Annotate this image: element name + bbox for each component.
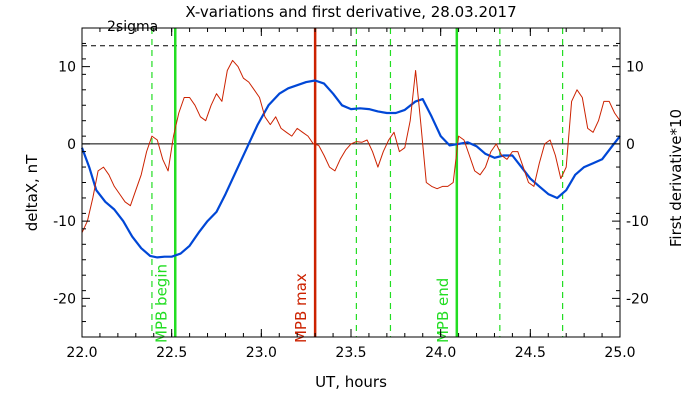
x-tick-label: 23.5 <box>335 345 366 361</box>
x-tick-label: 22.0 <box>66 345 97 361</box>
y-tick-label-right: -20 <box>626 291 649 307</box>
x-tick-label: 23.0 <box>246 345 277 361</box>
y-tick-label-left: -20 <box>53 291 76 307</box>
mpb-max-label: MPB max <box>292 273 310 343</box>
x-tick-label: 22.5 <box>156 345 187 361</box>
sigma-label: 2sigma <box>107 19 158 35</box>
x-tick-label: 25.0 <box>604 345 635 361</box>
left-axis-title: deltaX, nT <box>23 154 41 231</box>
x-tick-label: 24.5 <box>515 345 546 361</box>
x-axis-title: UT, hours <box>315 373 387 391</box>
y-tick-label-left: -10 <box>53 214 76 230</box>
deltax-series-line <box>80 79 621 259</box>
ticks-layer: 22.0 22.5 23.0 23.5 24.0 24.5 25.0 -20 -10 0 10 -20… <box>53 27 649 361</box>
y-tick-label-right: 0 <box>626 137 635 153</box>
y-tick-label-right: -10 <box>626 214 649 230</box>
y-tick-label-left: 10 <box>58 60 76 76</box>
chart-title: X-variations and first derivative, 28.03… <box>185 3 516 21</box>
right-axis-title: First derivative*10 <box>667 109 685 247</box>
series-layer <box>80 59 621 259</box>
y-tick-label-left: 0 <box>67 137 76 153</box>
x-tick-label: 24.0 <box>425 345 456 361</box>
mpb-begin-label: MPB begin <box>152 264 170 343</box>
mpb-end-label: MPB end <box>434 278 452 343</box>
derivative-series-line <box>81 59 621 233</box>
y-tick-label-right: 10 <box>626 60 644 76</box>
